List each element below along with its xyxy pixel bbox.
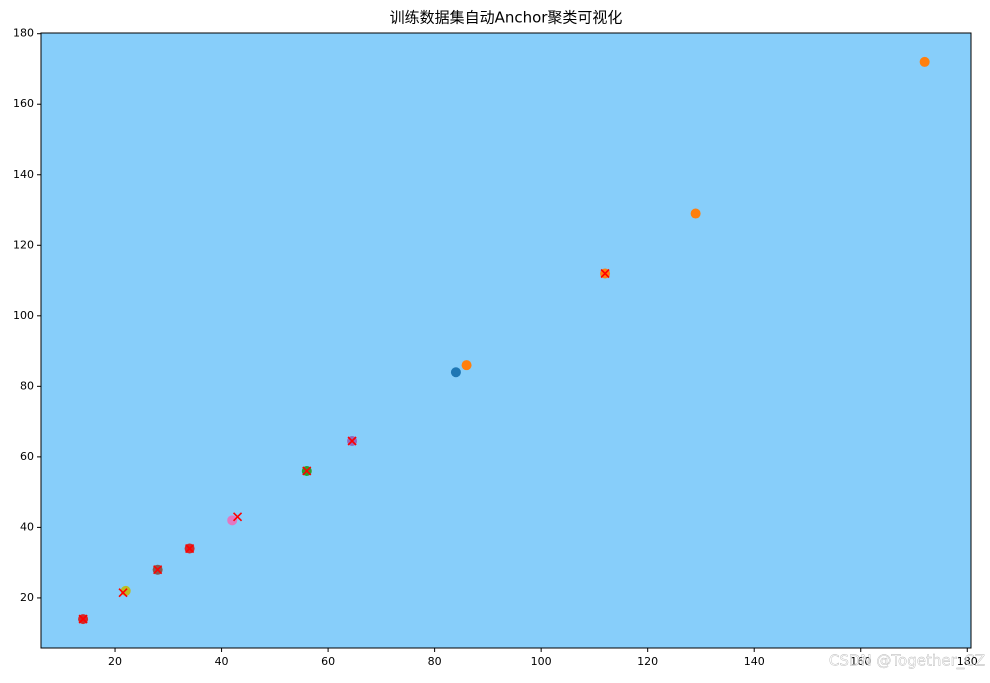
y-tick-label: 80 bbox=[20, 379, 34, 392]
y-tick-label: 60 bbox=[20, 450, 34, 463]
watermark: CSDN @Together_CZ bbox=[829, 652, 985, 671]
centroid-marker bbox=[347, 436, 357, 446]
x-tick-label: 100 bbox=[531, 655, 552, 668]
centroid-marker bbox=[118, 588, 128, 598]
y-tick-label: 40 bbox=[20, 520, 34, 533]
x-tick-label: 140 bbox=[744, 655, 765, 668]
y-tick-label: 100 bbox=[13, 309, 34, 322]
x-tick-label: 120 bbox=[637, 655, 658, 668]
y-tick-label: 140 bbox=[13, 168, 34, 181]
chart-title: 训练数据集自动Anchor聚类可视化 bbox=[390, 9, 623, 27]
point bbox=[450, 367, 461, 378]
y-tick-label: 20 bbox=[20, 591, 34, 604]
y-tick-label: 180 bbox=[13, 27, 34, 40]
centroid-marker bbox=[600, 268, 610, 279]
y-tick-label: 160 bbox=[13, 97, 34, 110]
centroid-marker bbox=[232, 512, 243, 522]
point bbox=[919, 56, 930, 67]
plot-area bbox=[40, 32, 972, 649]
x-tick-label: 40 bbox=[215, 655, 229, 668]
centroid-marker bbox=[185, 543, 195, 554]
centroid-marker bbox=[302, 466, 312, 476]
x-tick-label: 60 bbox=[321, 655, 335, 668]
x-tick-label: 160 bbox=[850, 655, 871, 668]
y-tick-label: 120 bbox=[13, 238, 34, 251]
x-tick-label: 80 bbox=[428, 655, 442, 668]
point bbox=[690, 208, 701, 219]
x-tick-label: 20 bbox=[108, 655, 122, 668]
point bbox=[227, 515, 238, 526]
centroid-marker bbox=[78, 614, 88, 624]
point bbox=[461, 360, 472, 371]
x-tick-label: 180 bbox=[957, 655, 978, 668]
centroid-marker bbox=[153, 565, 163, 575]
